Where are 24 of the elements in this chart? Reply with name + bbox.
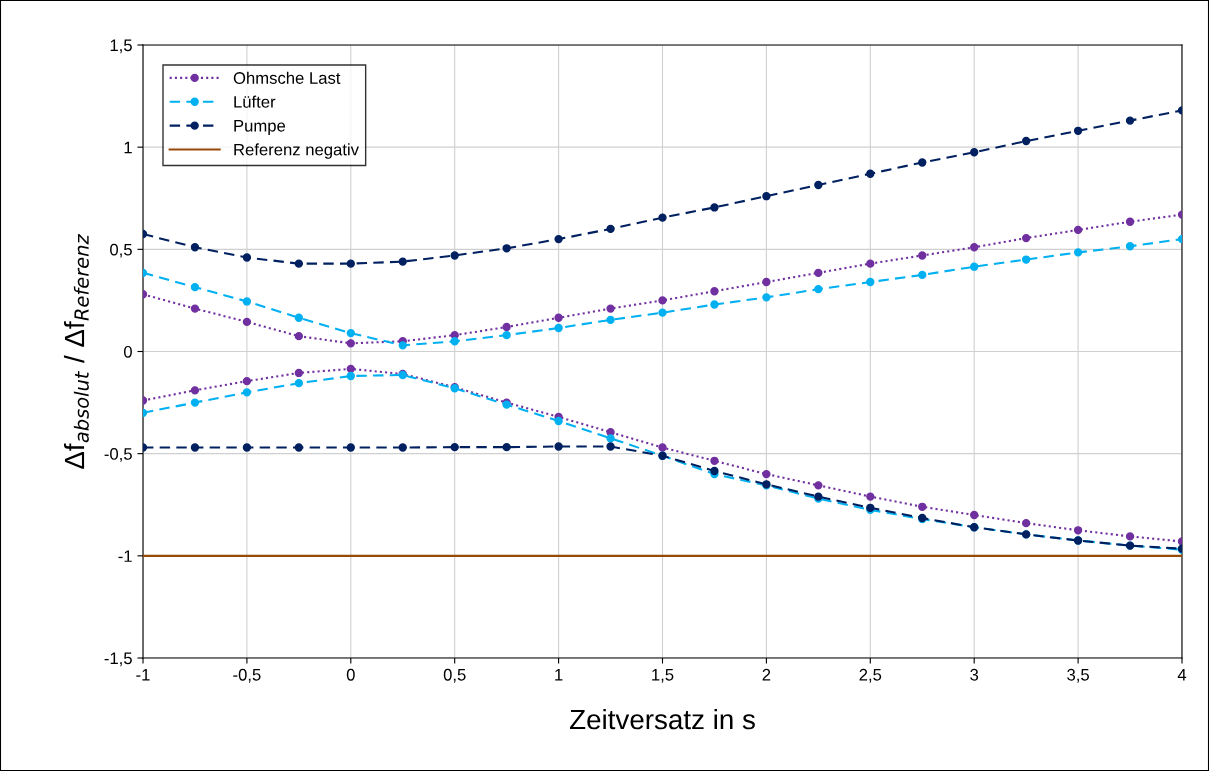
y-tick-label: 1,5	[110, 39, 132, 54]
legend-label: Lüfter	[234, 95, 276, 108]
x-tick-label: 4	[1177, 669, 1187, 681]
y-tick-label: 0,5	[110, 243, 132, 258]
legend-label: Pumpe	[234, 120, 286, 135]
y-tick-label: -1	[118, 550, 132, 562]
y-tick-label: 0	[123, 345, 132, 358]
legend-label: Referenz negativ	[234, 143, 359, 159]
x-tick-label: 0,5	[443, 668, 466, 683]
y-tick-label: -0,5	[104, 448, 132, 462]
x-tick-label: -0,5	[233, 668, 261, 683]
x-axis-title: Zeitversatz in s	[570, 708, 755, 730]
x-tick-label: 3	[970, 668, 979, 681]
x-tick-label: 2	[762, 668, 771, 681]
y-tick-label: -1,5	[104, 652, 132, 667]
x-tick-label: 0	[346, 668, 355, 681]
x-tick-label: 2,5	[859, 668, 882, 683]
x-tick-label: 3,5	[1067, 668, 1089, 683]
y-axis-title: Δf$_{absolut}$ / Δf$_{Referenz}$	[63, 233, 89, 469]
x-tick-label: -1	[136, 669, 150, 681]
x-tick-label: 1	[555, 669, 563, 681]
legend-label: Ohmsche Last	[233, 71, 341, 84]
x-tick-label: 1,5	[652, 669, 674, 683]
y-tick-label: 1	[124, 141, 132, 154]
